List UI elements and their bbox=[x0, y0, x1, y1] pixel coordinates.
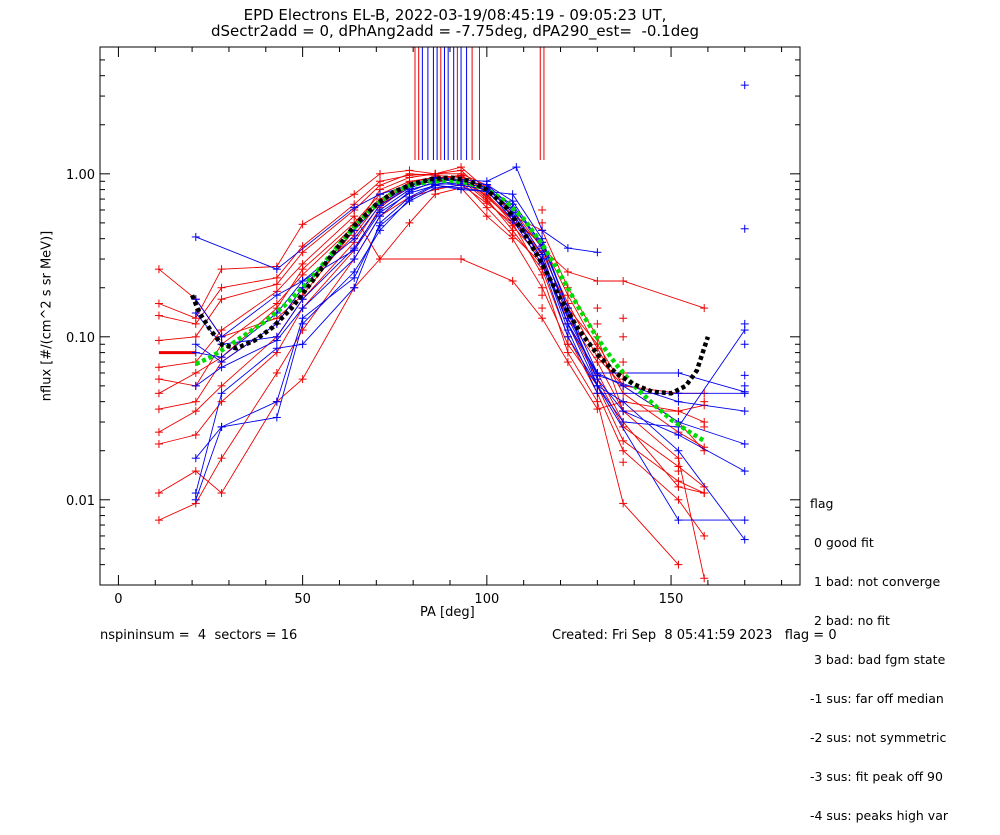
series-line bbox=[158, 169, 705, 494]
series-line bbox=[195, 182, 745, 494]
x-tick-label: 50 bbox=[294, 592, 311, 607]
footer-nspininsum: nspininsum = 4 sectors = 16 bbox=[100, 628, 298, 643]
legend-line: -3 sus: fit peak off 90 bbox=[810, 769, 943, 784]
legend-line: -1 sus: far off median bbox=[810, 691, 944, 706]
legend-line: flag bbox=[810, 496, 834, 511]
x-tick-label: 100 bbox=[474, 592, 499, 607]
y-tick-label: 1.00 bbox=[66, 168, 95, 183]
x-tick-label: 0 bbox=[114, 592, 122, 607]
series-line bbox=[195, 177, 745, 412]
y-tick-label: 0.10 bbox=[66, 331, 95, 346]
legend-line: 1 bad: not converge bbox=[810, 574, 941, 589]
legend-line: -2 sus: not symmetric bbox=[810, 730, 947, 745]
series-line bbox=[195, 166, 598, 270]
legend-line: -4 sus: peaks high var bbox=[810, 808, 949, 823]
fit-curve bbox=[190, 175, 711, 396]
series-line bbox=[158, 174, 705, 410]
series-line bbox=[195, 179, 745, 393]
series-line bbox=[158, 176, 705, 448]
x-axis-label: PA [deg] bbox=[420, 605, 475, 620]
series-line bbox=[195, 184, 746, 540]
plot-frame bbox=[99, 46, 801, 586]
series-line bbox=[195, 182, 745, 472]
flag-legend: flag 0 good fit 1 bad: not converge 2 ba… bbox=[810, 471, 948, 835]
chart-subtitle: dSectr2add = 0, dPhAng2add = -7.75deg, d… bbox=[211, 22, 699, 40]
x-tick-label: 150 bbox=[659, 592, 684, 607]
chart-title: EPD Electrons EL-B, 2022-03-19/08:45:19 … bbox=[243, 6, 667, 24]
series-line bbox=[158, 173, 705, 537]
plot-area: 0 50 100 150 0.01 0.10 1.00 bbox=[66, 46, 801, 607]
footer-created: Created: Fri Sep 8 05:41:59 2023 flag = … bbox=[552, 628, 837, 643]
legend-line: 2 bad: no fit bbox=[810, 613, 890, 628]
plot-series-group bbox=[154, 47, 749, 583]
y-tick-label: 0.01 bbox=[66, 494, 95, 509]
series-line bbox=[158, 187, 705, 494]
series-line bbox=[158, 173, 705, 412]
y-axis-label: nflux [#/(cm^2 s sr MeV)] bbox=[39, 230, 55, 402]
legend-line: 3 bad: bad fgm state bbox=[810, 652, 946, 667]
fit-curve bbox=[194, 178, 706, 443]
legend-line: 0 good fit bbox=[810, 535, 874, 550]
